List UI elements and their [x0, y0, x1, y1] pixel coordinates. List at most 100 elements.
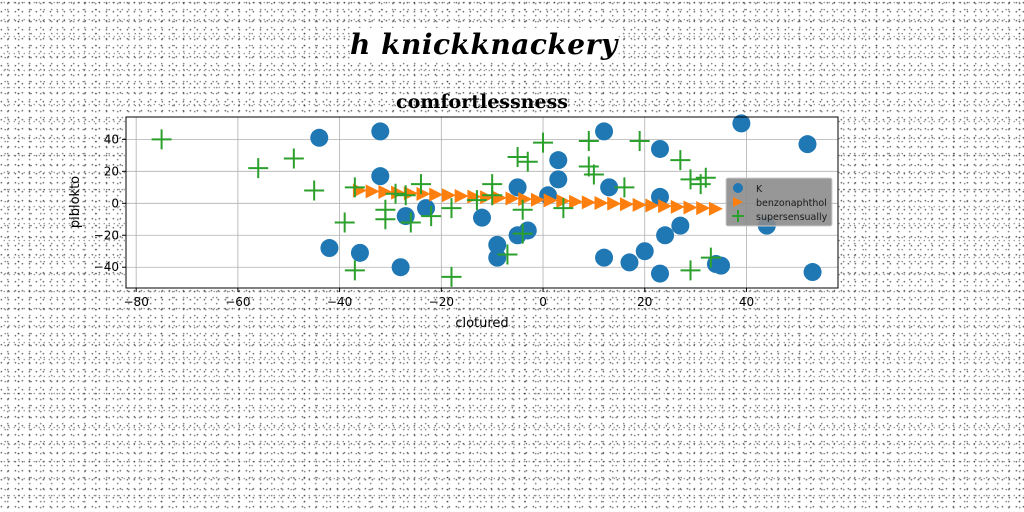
data-point-supersensually [517, 151, 538, 172]
data-point-K [620, 253, 639, 272]
data-point-benzonaphthol [543, 193, 558, 208]
data-point-supersensually [512, 199, 533, 220]
data-point-benzonaphthol [683, 200, 698, 215]
data-point-K [651, 264, 669, 283]
data-point-K [732, 114, 751, 133]
legend-label: supersensually [756, 212, 828, 223]
data-point-supersensually [395, 185, 416, 206]
x-axis-ticks: −80 −60 −40 −20 0 20 40 [124, 288, 754, 309]
legend-label: K [756, 184, 763, 195]
legend-marker-benzonaphthol [733, 197, 743, 207]
header-text: h knickknackery [350, 28, 618, 61]
data-point-K [320, 239, 339, 258]
data-point-K [651, 139, 669, 158]
data-point-benzonaphthol [569, 194, 584, 209]
data-point-supersensually [248, 158, 269, 179]
data-point-supersensually [680, 169, 701, 190]
data-point-benzonaphthol [454, 188, 469, 203]
data-point-K [508, 178, 527, 197]
data-point-benzonaphthol [594, 195, 609, 210]
data-point-benzonaphthol [403, 186, 418, 201]
x-tick-label: −40 [327, 295, 352, 309]
data-point-K [350, 243, 369, 262]
data-point-K [518, 221, 537, 240]
data-point-K [712, 256, 731, 275]
data-point-K [371, 167, 390, 186]
data-point-K [391, 258, 410, 277]
data-point-supersensually [344, 177, 365, 198]
data-point-supersensually [700, 247, 721, 268]
data-point-benzonaphthol [581, 195, 596, 210]
data-point-supersensually [441, 266, 462, 287]
data-point-K [595, 122, 614, 141]
data-point-K [595, 248, 614, 267]
data-point-K [798, 135, 817, 154]
data-point-benzonaphthol [378, 184, 393, 199]
data-point-supersensually [680, 260, 701, 281]
data-point-K [310, 128, 329, 147]
data-point-K [371, 122, 390, 141]
data-point-supersensually [400, 212, 421, 233]
data-point-K [488, 235, 507, 254]
data-point-benzonaphthol [505, 191, 520, 206]
data-point-K [473, 208, 491, 227]
data-point-K [549, 170, 568, 189]
data-point-supersensually [151, 129, 172, 150]
data-point-benzonaphthol [670, 199, 685, 214]
data-point-benzonaphthol [708, 201, 723, 216]
y-tick-label: 0 [111, 196, 119, 210]
data-point-supersensually [304, 180, 325, 201]
y-axis-label: piblokto [68, 176, 83, 228]
data-point-benzonaphthol [441, 188, 456, 203]
legend-box [725, 177, 833, 227]
data-point-supersensually [482, 185, 503, 206]
data-point-K [488, 248, 507, 267]
data-point-supersensually [441, 198, 462, 219]
data-point-supersensually [497, 244, 518, 265]
data-point-supersensually [334, 212, 355, 233]
data-point-supersensually [385, 183, 406, 204]
data-point-benzonaphthol [429, 187, 444, 202]
x-tick-label: −80 [124, 295, 149, 309]
data-point-benzonaphthol [696, 201, 711, 216]
data-point-supersensually [533, 132, 554, 153]
data-point-K [549, 151, 568, 170]
data-point-K [656, 226, 675, 245]
x-tick-label: 40 [739, 295, 754, 309]
data-point-supersensually [578, 156, 599, 177]
data-point-benzonaphthol [607, 196, 622, 211]
legend-label: benzonaphthol [756, 198, 827, 209]
x-tick-label: 0 [539, 295, 547, 309]
y-axis-ticks: −40 −20 0 20 40 [94, 132, 126, 274]
y-tick-label: −20 [94, 228, 119, 242]
data-point-supersensually [375, 209, 396, 230]
data-point-supersensually [583, 164, 604, 185]
x-tick-label: 20 [637, 295, 652, 309]
y-tick-label: 20 [104, 164, 119, 178]
legend-marker-supersensually [732, 210, 744, 222]
y-tick-label: −40 [94, 260, 119, 274]
data-point-K [671, 216, 690, 235]
data-point-supersensually [512, 223, 533, 244]
plot-frame [125, 116, 839, 289]
data-point-supersensually [507, 146, 528, 167]
data-point-benzonaphthol [645, 198, 660, 213]
x-tick-label: −60 [225, 295, 250, 309]
series-K [310, 114, 822, 283]
series-layer [151, 114, 822, 287]
legend-marker-K [733, 183, 743, 193]
y-tick-label: 40 [104, 132, 119, 146]
data-point-K [417, 199, 436, 218]
data-point-supersensually [421, 206, 442, 227]
data-point-supersensually [344, 260, 365, 281]
data-point-benzonaphthol [530, 192, 545, 207]
data-point-K [600, 178, 619, 197]
data-point-supersensually [578, 130, 599, 151]
data-point-supersensually [670, 150, 691, 171]
data-point-supersensually [695, 167, 716, 188]
data-point-supersensually [410, 174, 431, 195]
data-point-benzonaphthol [632, 197, 647, 212]
series-supersensually [151, 129, 721, 287]
